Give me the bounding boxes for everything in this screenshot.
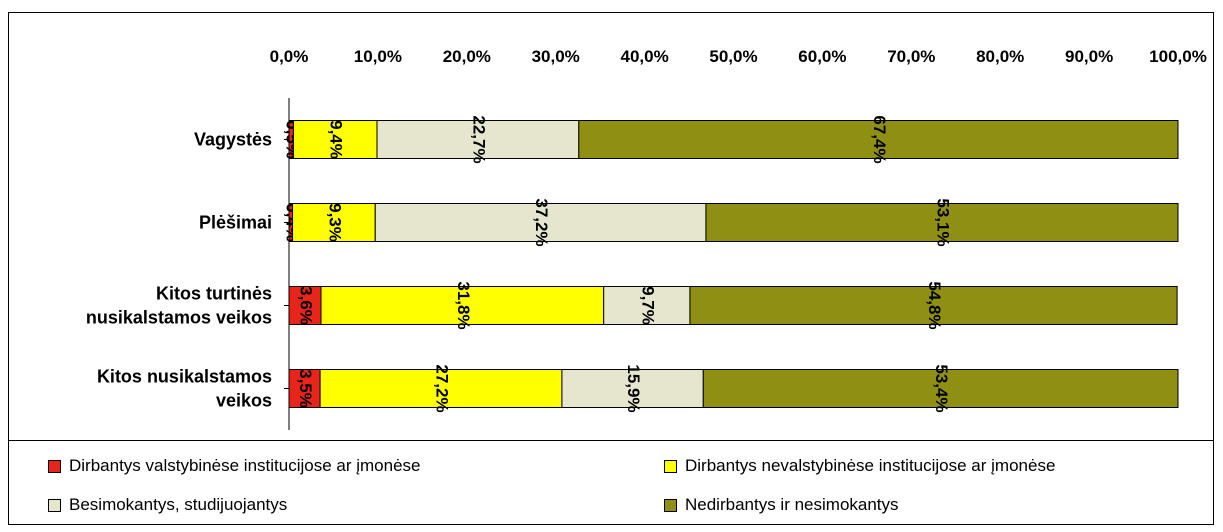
legend-swatch bbox=[48, 459, 61, 473]
bar-segment bbox=[603, 286, 691, 325]
legend-label: Besimokantys, studijuojantys bbox=[69, 495, 288, 514]
bar-segment bbox=[374, 203, 707, 242]
legend-divider bbox=[8, 440, 1214, 441]
category-label: Kitos turtinės bbox=[156, 284, 272, 304]
legend-swatch bbox=[664, 459, 677, 473]
x-tick-label: 100,0% bbox=[1149, 47, 1207, 66]
data-label: 9,3% bbox=[325, 203, 344, 242]
data-label: 53,1% bbox=[933, 198, 952, 246]
category-label: Plėšimai bbox=[199, 213, 272, 233]
data-label: 37,2% bbox=[532, 198, 551, 246]
legend-label: Nedirbantys ir nesimokantys bbox=[685, 495, 899, 514]
x-tick-label: 90,0% bbox=[1065, 47, 1113, 66]
x-tick-label: 70,0% bbox=[887, 47, 935, 66]
bar-segment bbox=[320, 286, 605, 325]
legend-item: Dirbantys valstybinėse institucijose ar … bbox=[48, 456, 421, 476]
x-tick-label: 80,0% bbox=[976, 47, 1024, 66]
legend-swatch bbox=[48, 498, 61, 512]
data-label: 67,4% bbox=[870, 115, 889, 163]
bar-segment bbox=[702, 369, 1179, 408]
data-label: 53,4% bbox=[932, 364, 951, 412]
legend-item: Nedirbantys ir nesimokantys bbox=[664, 495, 899, 515]
bar-segment bbox=[319, 369, 563, 408]
data-label: 9,4% bbox=[327, 120, 346, 159]
category-label: Vagystės bbox=[194, 130, 272, 150]
data-label: 3,5% bbox=[296, 369, 315, 408]
x-tick-label: 40,0% bbox=[620, 47, 668, 66]
x-tick-label: 10,0% bbox=[354, 47, 402, 66]
data-label: 27,2% bbox=[433, 364, 452, 412]
x-tick-label: 0,0% bbox=[270, 47, 309, 66]
legend-swatch bbox=[664, 498, 677, 512]
chart-frame bbox=[8, 12, 1214, 525]
bar-segment bbox=[705, 203, 1179, 242]
bar-segment bbox=[376, 120, 580, 159]
data-label: 22,7% bbox=[469, 115, 488, 163]
bar-segment bbox=[292, 203, 376, 242]
legend-item: Dirbantys nevalstybinėse institucijose a… bbox=[664, 456, 1055, 476]
x-tick-label: 60,0% bbox=[798, 47, 846, 66]
x-tick-label: 50,0% bbox=[709, 47, 757, 66]
data-label: 9,7% bbox=[638, 286, 657, 325]
category-label: veikos bbox=[216, 391, 272, 411]
bar-segment bbox=[561, 369, 704, 408]
legend-item: Besimokantys, studijuojantys bbox=[48, 495, 287, 515]
data-label: 31,8% bbox=[454, 281, 473, 329]
category-label: nusikalstamos veikos bbox=[86, 308, 272, 328]
x-tick-label: 20,0% bbox=[443, 47, 491, 66]
legend-label: Dirbantys nevalstybinėse institucijose a… bbox=[685, 456, 1056, 475]
bar-segment bbox=[578, 120, 1179, 159]
data-label: 3,6% bbox=[297, 286, 316, 325]
data-label: 54,8% bbox=[925, 281, 944, 329]
category-label: Kitos nusikalstamos bbox=[97, 367, 272, 387]
x-tick-label: 30,0% bbox=[532, 47, 580, 66]
data-label: 15,9% bbox=[624, 364, 643, 412]
bar-segment bbox=[689, 286, 1178, 325]
legend-label: Dirbantys valstybinėse institucijose ar … bbox=[69, 456, 421, 475]
